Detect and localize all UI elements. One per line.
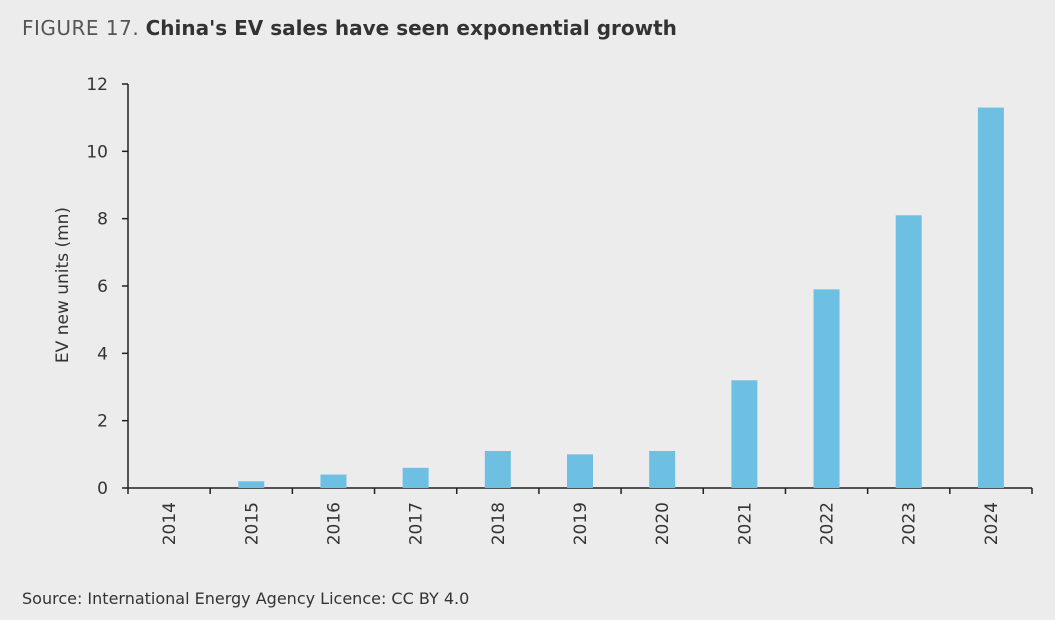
- y-tick-label: 6: [97, 277, 108, 297]
- x-tick-label: 2023: [900, 502, 920, 545]
- source-note: Source: International Energy Agency Lice…: [22, 589, 470, 608]
- x-tick-label: 2021: [735, 502, 755, 545]
- figure-header: FIGURE 17. China's EV sales have seen ex…: [22, 16, 677, 40]
- y-tick-label: 12: [86, 75, 108, 95]
- bar-2019: [567, 454, 593, 488]
- x-tick-label: 2015: [242, 502, 262, 545]
- figure-title: China's EV sales have seen exponential g…: [145, 16, 677, 40]
- y-axis: 0 2 4 6 8 10 12: [86, 75, 129, 499]
- y-axis-label: EV new units (mn): [53, 207, 73, 363]
- bar-2021: [731, 380, 758, 488]
- figure-label: FIGURE 17.: [22, 16, 140, 40]
- bar-2020: [649, 450, 676, 488]
- x-tick-label: 2019: [571, 502, 591, 545]
- bar-2017: [402, 467, 429, 488]
- x-tick-label: 2022: [818, 502, 838, 545]
- x-tick-label: 2020: [653, 502, 673, 545]
- x-axis: 2014 2015 2016 2017 2018 2019 2020 2021 2022 2023…: [127, 487, 1033, 545]
- bar-2015: [238, 481, 265, 488]
- bar-2016: [320, 474, 347, 488]
- y-tick-label: 8: [97, 210, 108, 230]
- x-tick-label: 2016: [324, 502, 344, 545]
- bar-2022: [813, 289, 840, 488]
- x-tick-label: 2024: [982, 502, 1002, 545]
- y-tick-label: 4: [97, 344, 108, 364]
- bar-2018: [484, 450, 511, 488]
- bar-2023: [895, 215, 922, 489]
- x-tick-label: 2014: [160, 502, 180, 545]
- y-tick-label: 10: [86, 142, 108, 162]
- x-tick-label: 2018: [489, 502, 509, 545]
- y-tick-label: 0: [97, 479, 108, 499]
- bar-2024: [977, 107, 1004, 489]
- y-tick-label: 2: [97, 412, 108, 432]
- x-tick-label: 2017: [407, 502, 427, 545]
- bars: [238, 107, 1004, 489]
